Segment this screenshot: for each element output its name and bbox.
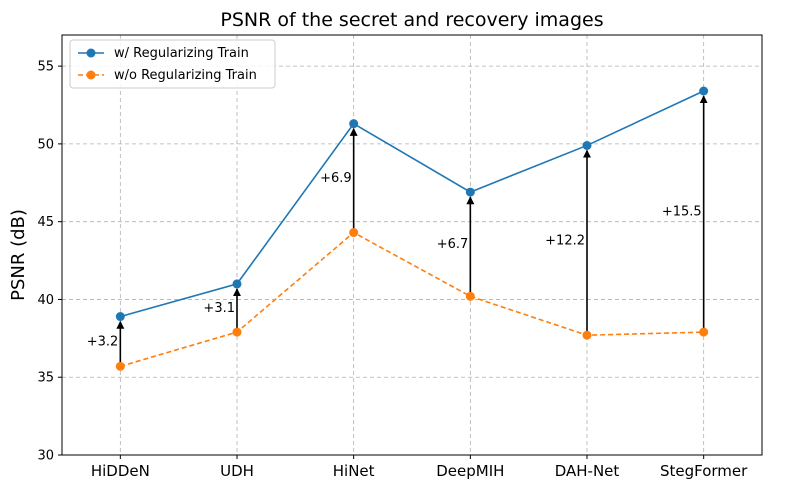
improvement-label: +6.7 — [437, 237, 469, 252]
data-point — [349, 228, 359, 238]
legend-marker-with-reg — [86, 48, 96, 58]
x-tick-label: DeepMIH — [436, 462, 504, 480]
x-tick-label: StegFormer — [660, 462, 748, 480]
data-point — [582, 330, 592, 340]
data-point — [582, 140, 592, 150]
y-tick-label: 45 — [37, 215, 54, 230]
data-point — [115, 361, 125, 371]
improvement-label: +3.2 — [87, 334, 119, 349]
data-point — [465, 291, 475, 301]
x-axis-ticks: HiDDeN UDH HiNet DeepMIH DAH-Net StegFormer — [91, 455, 748, 480]
data-point — [232, 279, 242, 289]
improvement-annotations: +3.2 +3.1 +6.9 +6.7 +12.2 +15.5 — [87, 171, 702, 349]
series-line — [120, 90, 705, 318]
improvement-arrows — [116, 95, 708, 367]
legend-marker-without-reg — [86, 70, 96, 80]
grid-layer — [62, 35, 762, 455]
improvement-label: +3.1 — [203, 301, 235, 316]
x-tick-label: UDH — [220, 462, 254, 480]
y-axis-ticks: 30 35 40 45 50 55 — [37, 60, 62, 464]
data-point — [115, 312, 125, 322]
data-point — [465, 187, 475, 197]
improvement-label: +12.2 — [545, 233, 585, 248]
data-point — [349, 119, 359, 129]
x-tick-label: DAH-Net — [555, 462, 620, 480]
improvement-label: +6.9 — [320, 171, 352, 186]
x-tick-label: HiNet — [333, 462, 375, 480]
legend: w/ Regularizing Train w/o Regularizing T… — [69, 39, 276, 89]
legend-label-without-reg: w/o Regularizing Train — [114, 68, 257, 83]
data-point — [699, 327, 709, 337]
improvement-label: +15.5 — [662, 205, 702, 220]
chart-title: PSNR of the secret and recovery images — [220, 9, 603, 31]
y-tick-label: 30 — [37, 449, 54, 464]
legend-box — [69, 39, 276, 89]
y-tick-label: 35 — [37, 371, 54, 386]
x-tick-label: HiDDeN — [91, 462, 150, 480]
y-axis-label: PSNR (dB) — [8, 209, 29, 301]
y-tick-label: 40 — [37, 293, 54, 308]
y-tick-label: 55 — [37, 60, 54, 75]
data-point — [699, 86, 709, 96]
legend-label-with-reg: w/ Regularizing Train — [114, 46, 249, 61]
series-layer — [115, 86, 709, 371]
y-tick-label: 50 — [37, 137, 54, 152]
data-point — [232, 327, 242, 337]
plot-area-frame — [61, 34, 763, 456]
